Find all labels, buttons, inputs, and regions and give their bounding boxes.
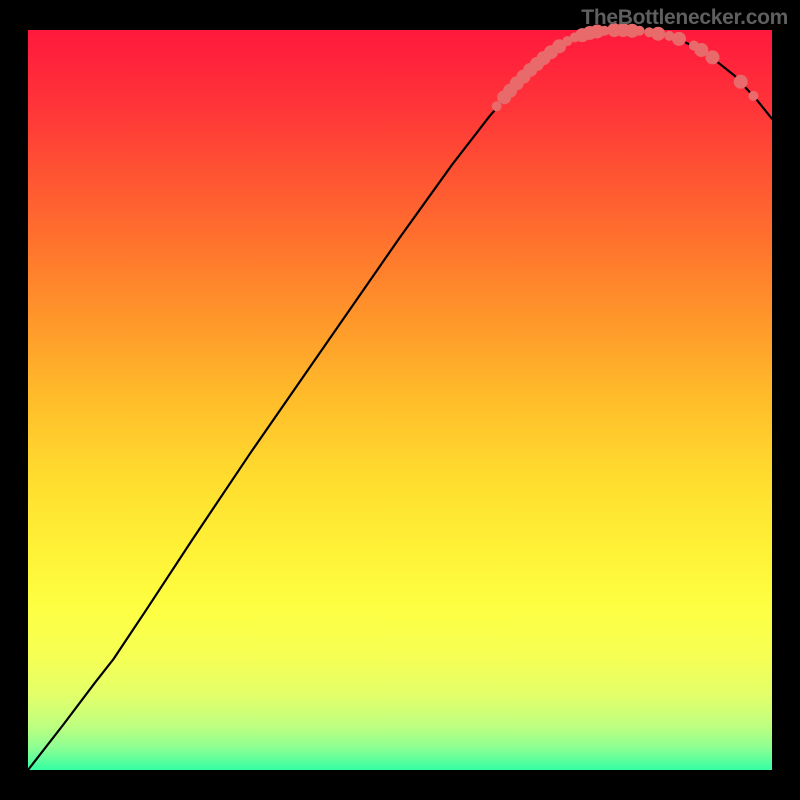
data-marker (749, 91, 758, 100)
data-marker (734, 75, 747, 88)
bottleneck-chart: TheBottlenecker.com (0, 0, 800, 800)
gradient-background (28, 30, 772, 770)
attribution-label: TheBottlenecker.com (581, 6, 788, 30)
data-marker (706, 51, 719, 64)
data-marker (492, 102, 501, 111)
data-marker (695, 43, 708, 56)
data-marker (673, 32, 686, 45)
chart-svg (0, 0, 800, 800)
